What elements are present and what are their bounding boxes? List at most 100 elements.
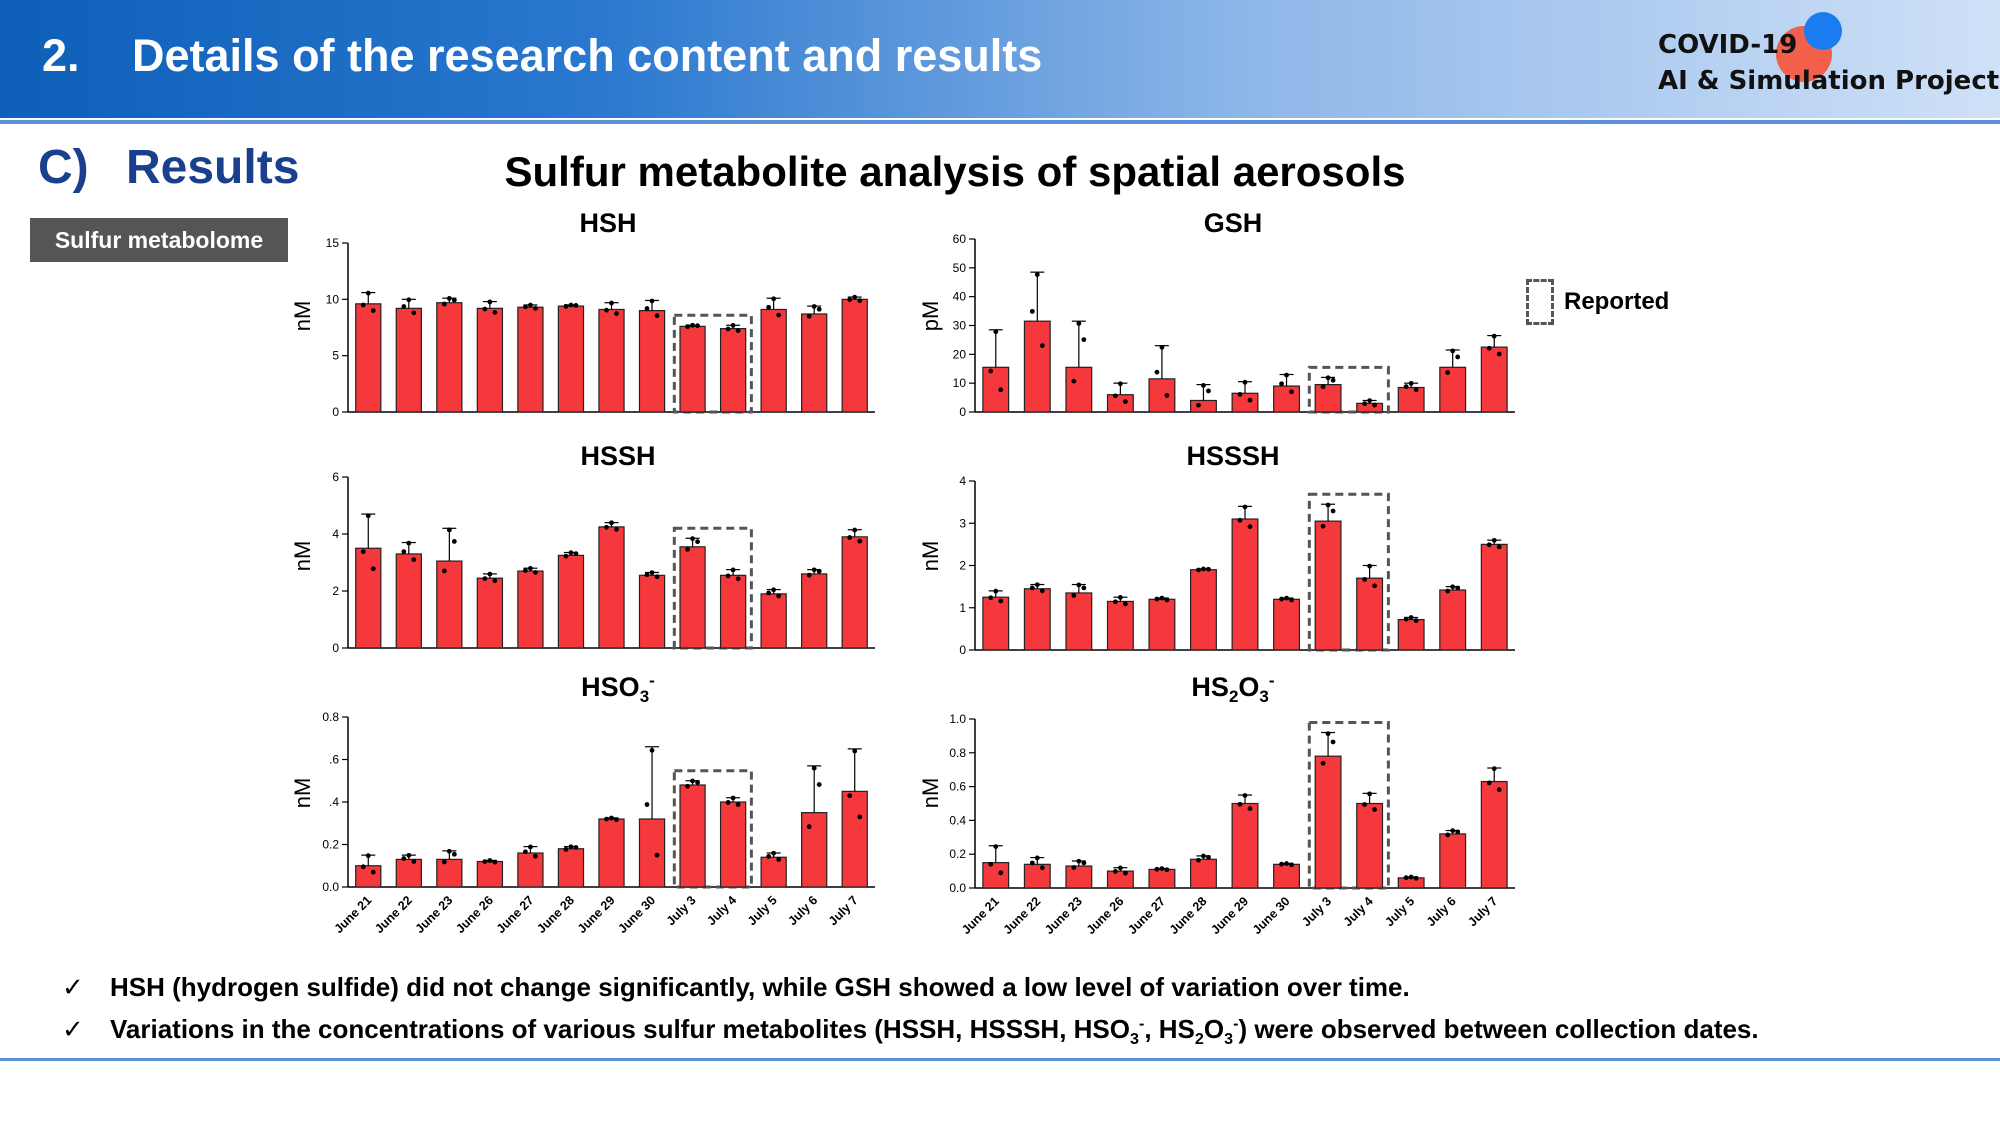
data-point [1247,397,1253,403]
data-point [1330,739,1336,745]
data-point [644,802,650,807]
chart-3: HSSSH nM 0 1 2 3 4 [918,441,1515,657]
data-point [1164,867,1170,873]
y-tick-label: 30 [953,319,967,333]
data-point [644,306,650,311]
data-point [1289,389,1294,395]
data-point [1284,372,1289,378]
data-point [1081,337,1087,343]
bar [436,560,463,649]
data-point [988,861,994,867]
bar [1106,394,1134,413]
data-point [644,572,650,578]
data-point [1122,870,1128,876]
y-tick-label: 0.8 [322,710,339,724]
reported-highlight-box [1307,721,1390,890]
bar [1231,392,1259,413]
y-tick-label: 10 [953,376,967,390]
data-point [993,588,999,594]
data-point [1496,351,1502,357]
x-tick-label: June 30 [1250,894,1293,937]
data-point [1320,760,1326,766]
x-tick-label: June 22 [1001,894,1044,937]
data-point [852,527,858,533]
data-point [1076,321,1082,326]
data-point [1247,524,1253,530]
data-point [725,326,731,332]
data-point [1076,582,1082,588]
data-point [1247,806,1253,811]
y-tick-label: 6 [332,470,339,484]
data-point [1325,731,1331,737]
y-axis-label: pM [918,301,943,332]
data-point [857,538,863,544]
data-point [1237,801,1243,807]
bar [1273,598,1301,651]
reported-highlight-box [672,769,753,889]
data-point [360,549,366,555]
data-point [406,297,412,303]
section-title: Results [126,141,300,194]
data-point [1496,544,1502,550]
bar [1480,346,1508,413]
legend-dashed-box-icon [1526,279,1554,325]
data-point [1284,861,1289,866]
data-point [1034,582,1040,588]
data-point [649,570,655,576]
data-point [1081,860,1087,866]
y-axis-label: nM [918,541,943,572]
data-point [1242,793,1248,798]
data-point [1164,597,1170,603]
y-tick-label: .6 [329,753,339,767]
y-tick-label: 0 [959,643,966,657]
y-tick-label: 15 [326,236,340,250]
page-title-text: Details of the research content and resu… [132,30,1043,81]
data-point [1112,393,1118,399]
y-tick-label: .4 [329,795,339,809]
data-point [528,844,533,850]
data-point [492,578,498,584]
data-point [1117,594,1123,600]
data-point [690,778,695,784]
data-point [811,567,817,573]
finding-item: ✓ Variations in the concentrations of var… [62,1014,1759,1056]
logo-blue-circle-icon [1804,12,1842,50]
bar [355,303,382,413]
data-point [1279,861,1284,867]
data-point [482,306,488,312]
y-tick-label: 0.6 [949,780,966,794]
data-point [523,568,528,573]
data-point [1491,537,1497,543]
y-tick-label: 10 [326,292,340,306]
data-point [1450,584,1456,590]
x-tick-label: June 28 [1167,894,1210,937]
data-point [806,824,812,830]
data-point [766,590,772,596]
data-point [604,524,609,530]
data-point [563,304,569,309]
x-tick-label: July 3 [664,893,699,928]
data-point [1122,399,1128,405]
data-point [614,527,619,532]
data-point [988,595,994,601]
y-tick-label: 4 [332,527,339,541]
x-tick-label: June 26 [453,893,496,936]
bar [719,801,747,888]
data-point [654,574,660,580]
data-point [614,311,619,316]
y-tick-label: 0 [332,405,339,419]
data-point [1196,567,1201,573]
data-point [1201,566,1206,572]
data-point [695,539,700,545]
bar [557,848,585,888]
data-point [1154,596,1160,602]
data-point [695,780,700,785]
data-point [1325,375,1331,381]
data-point [1112,599,1118,605]
chart-0: HSH nM 0 5 10 15 [290,208,875,419]
data-point [1196,402,1201,408]
data-point [1039,865,1045,871]
findings-list: ✓ HSH (hydrogen sulfide) did not change s… [62,972,1759,1056]
bar [801,313,828,413]
